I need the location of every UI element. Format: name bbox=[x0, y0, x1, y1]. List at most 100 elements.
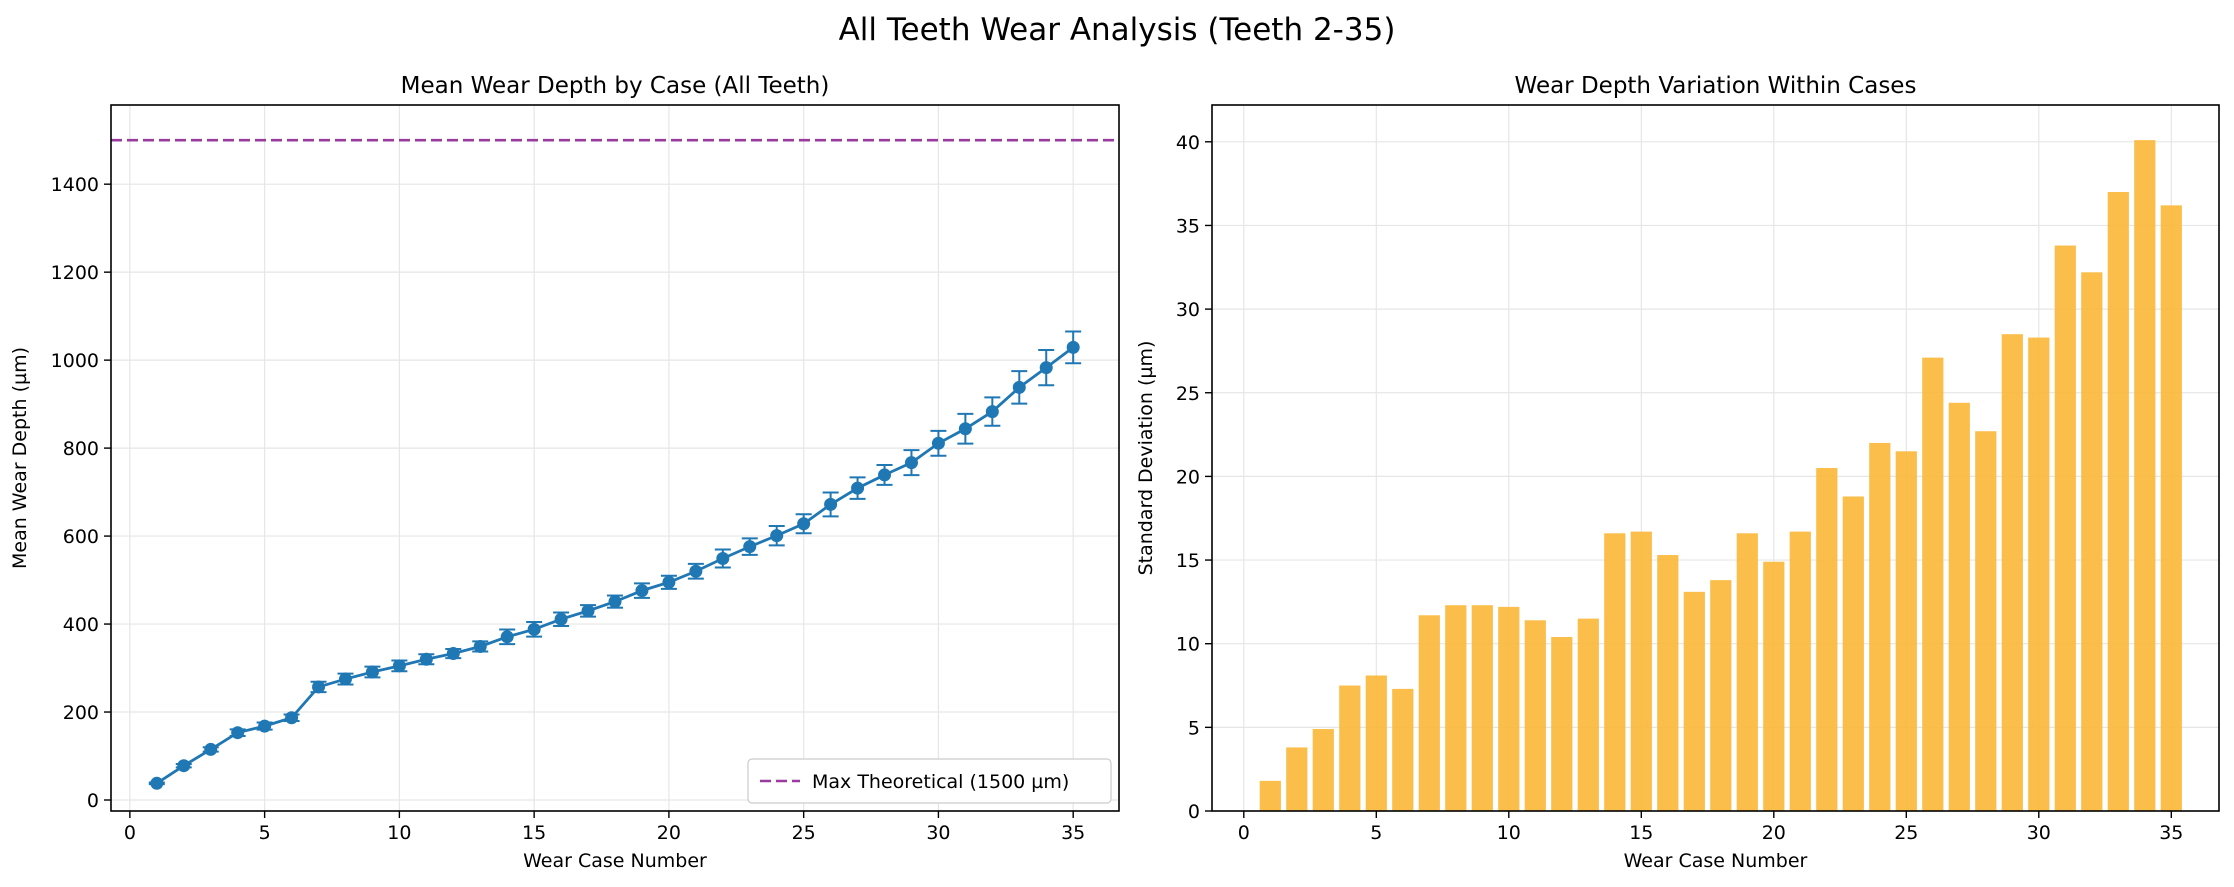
legend-label: Max Theoretical (1500 µm) bbox=[812, 771, 1069, 793]
mean-wear-point bbox=[204, 742, 218, 756]
mean-wear-point bbox=[231, 726, 245, 740]
left-x-tick-label: 10 bbox=[387, 822, 411, 844]
std-dev-bar bbox=[2054, 245, 2076, 811]
std-dev-bar bbox=[1842, 496, 1864, 811]
mean-wear-point bbox=[878, 468, 892, 482]
left-title: Mean Wear Depth by Case (All Teeth) bbox=[401, 73, 830, 99]
std-dev-bar bbox=[2160, 205, 2182, 811]
mean-wear-point bbox=[285, 711, 299, 725]
std-dev-bar bbox=[1763, 561, 1785, 811]
std-dev-bar bbox=[1604, 533, 1626, 811]
left-y-tick-label: 1000 bbox=[51, 350, 99, 372]
mean-wear-point bbox=[419, 652, 433, 666]
legend-box bbox=[747, 758, 1112, 804]
std-dev-bar bbox=[1789, 531, 1811, 811]
mean-wear-point bbox=[446, 647, 460, 661]
std-dev-bar bbox=[1630, 531, 1652, 811]
std-dev-bar bbox=[1418, 615, 1440, 811]
right-x-tick-label: 30 bbox=[2027, 822, 2051, 844]
std-dev-bar bbox=[1895, 451, 1917, 811]
mean-wear-point bbox=[1039, 361, 1053, 375]
wear-depth-variation-chart: 0 5 10 15 20 25 30 35 0 5 10 15 20 25 30 35 40 Wear Depth… bbox=[1135, 73, 2220, 872]
std-dev-bar bbox=[1577, 618, 1599, 811]
std-dev-bar bbox=[1816, 468, 1838, 811]
std-dev-bar bbox=[1286, 747, 1308, 811]
std-dev-bar bbox=[1922, 357, 1944, 811]
std-dev-bar bbox=[1869, 442, 1891, 811]
right-x-axis-label: Wear Case Number bbox=[1624, 850, 1808, 872]
std-dev-bar bbox=[2081, 272, 2103, 811]
mean-wear-point bbox=[338, 672, 352, 686]
std-dev-bar bbox=[1975, 431, 1997, 811]
std-dev-bar bbox=[1471, 605, 1493, 811]
left-y-tick-label: 1400 bbox=[51, 174, 99, 196]
left-y-tick-label: 200 bbox=[63, 702, 99, 724]
left-x-tick-label: 20 bbox=[657, 822, 681, 844]
right-x-tick-label: 35 bbox=[2159, 822, 2183, 844]
mean-wear-point bbox=[904, 456, 918, 470]
std-dev-bar bbox=[2001, 334, 2023, 811]
left-x-tick-label: 25 bbox=[792, 822, 816, 844]
std-dev-bar bbox=[1657, 555, 1679, 811]
left-x-axis-label: Wear Case Number bbox=[523, 850, 707, 872]
right-y-tick-label: 15 bbox=[1176, 550, 1200, 572]
std-dev-bar bbox=[1445, 605, 1467, 811]
left-x-tick-label: 0 bbox=[124, 822, 136, 844]
mean-wear-point bbox=[527, 622, 541, 636]
std-dev-bar bbox=[1365, 675, 1387, 811]
mean-wear-point bbox=[177, 759, 191, 773]
mean-wear-point bbox=[958, 422, 972, 436]
std-dev-bar bbox=[1339, 685, 1361, 811]
right-x-tick-label: 15 bbox=[1629, 822, 1653, 844]
mean-wear-point bbox=[635, 584, 649, 598]
std-dev-bar bbox=[1392, 688, 1414, 811]
mean-wear-point bbox=[824, 497, 838, 511]
right-axes-frame bbox=[1211, 104, 2220, 812]
mean-wear-point bbox=[689, 564, 703, 578]
right-x-tick-label: 20 bbox=[1762, 822, 1786, 844]
mean-wear-point bbox=[500, 630, 514, 644]
right-y-tick-label: 40 bbox=[1176, 132, 1200, 154]
left-y-tick-label: 0 bbox=[87, 790, 99, 812]
mean-wear-point bbox=[392, 659, 406, 673]
figure-suptitle: All Teeth Wear Analysis (Teeth 2-35) bbox=[839, 12, 1396, 48]
right-y-tick-label: 20 bbox=[1176, 466, 1200, 488]
std-dev-bar bbox=[1259, 780, 1281, 811]
std-dev-bar bbox=[2028, 337, 2050, 811]
left-x-tick-label: 5 bbox=[259, 822, 271, 844]
mean-wear-point bbox=[1066, 340, 1080, 354]
mean-wear-point bbox=[662, 575, 676, 589]
mean-wear-point bbox=[473, 639, 487, 653]
left-axes-frame bbox=[110, 104, 1120, 812]
right-y-axis-label: Standard Deviation (µm) bbox=[1135, 341, 1157, 576]
mean-wear-point bbox=[258, 719, 272, 733]
left-x-tick-label: 30 bbox=[926, 822, 950, 844]
mean-wear-point bbox=[851, 481, 865, 495]
mean-wear-point bbox=[1012, 380, 1026, 394]
mean-wear-point bbox=[312, 680, 326, 694]
std-dev-bar bbox=[2107, 191, 2129, 812]
right-y-tick-label: 25 bbox=[1176, 383, 1200, 405]
right-y-tick-label: 35 bbox=[1176, 215, 1200, 237]
right-x-tick-label: 25 bbox=[1894, 822, 1918, 844]
left-y-tick-label: 1200 bbox=[51, 262, 99, 284]
mean-wear-point bbox=[931, 436, 945, 450]
std-dev-bar bbox=[1948, 402, 1970, 811]
left-y-tick-label: 800 bbox=[63, 438, 99, 460]
mean-wear-point bbox=[797, 517, 811, 531]
std-dev-bar bbox=[1683, 591, 1705, 811]
std-dev-bar bbox=[1524, 620, 1546, 811]
mean-wear-depth-chart: 0 5 10 15 20 25 30 35 0 200 400 600 800 1000 1200 1400 M… bbox=[9, 73, 1120, 872]
mean-wear-point bbox=[150, 776, 164, 790]
right-title: Wear Depth Variation Within Cases bbox=[1515, 73, 1917, 99]
mean-wear-point bbox=[581, 604, 595, 618]
right-x-tick-label: 10 bbox=[1497, 822, 1521, 844]
std-dev-bar bbox=[1498, 606, 1520, 811]
std-dev-bar bbox=[2134, 140, 2156, 812]
left-x-tick-label: 35 bbox=[1061, 822, 1085, 844]
right-y-tick-label: 30 bbox=[1176, 299, 1200, 321]
std-dev-bar bbox=[1312, 729, 1334, 811]
right-x-tick-label: 5 bbox=[1370, 822, 1382, 844]
left-y-axis-label: Mean Wear Depth (µm) bbox=[9, 347, 31, 569]
